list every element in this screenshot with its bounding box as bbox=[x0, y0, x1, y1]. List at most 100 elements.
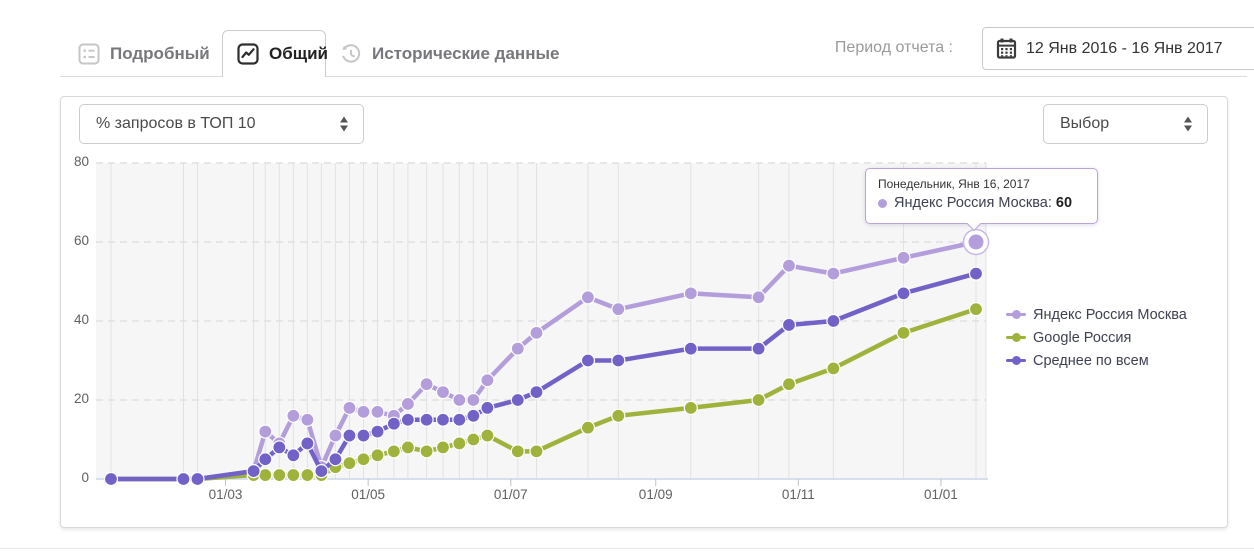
series-point-2[interactable] bbox=[314, 464, 329, 479]
series-point-2[interactable] bbox=[480, 400, 495, 415]
series-point-1[interactable] bbox=[400, 440, 416, 455]
series-point-2[interactable] bbox=[300, 436, 315, 451]
series-point-2[interactable] bbox=[370, 424, 385, 439]
series-point-0[interactable] bbox=[328, 428, 343, 443]
legend-item-google[interactable]: Google Россия bbox=[1006, 326, 1187, 349]
series-point-1[interactable] bbox=[300, 467, 315, 483]
series-point-2[interactable] bbox=[190, 471, 205, 487]
series-point-2[interactable] bbox=[611, 353, 626, 368]
series-point-0[interactable] bbox=[683, 286, 698, 301]
legend-marker-icon bbox=[1006, 356, 1026, 365]
series-point-0[interactable] bbox=[370, 404, 385, 419]
tab-istoricheskie[interactable]: Исторические данные bbox=[340, 30, 559, 77]
series-point-2[interactable] bbox=[896, 286, 911, 301]
series-point-1[interactable] bbox=[452, 436, 467, 451]
series-point-1[interactable] bbox=[529, 444, 544, 459]
highlighted-point[interactable] bbox=[968, 234, 984, 250]
series-point-0[interactable] bbox=[258, 424, 273, 439]
series-point-2[interactable] bbox=[342, 428, 357, 443]
series-point-0[interactable] bbox=[300, 412, 315, 427]
select-spinner-icon bbox=[1184, 116, 1194, 132]
series-point-0[interactable] bbox=[510, 341, 525, 356]
legend-label: Google Россия bbox=[1033, 329, 1132, 346]
series-point-0[interactable] bbox=[286, 408, 301, 423]
series-point-1[interactable] bbox=[342, 456, 357, 471]
series-point-2[interactable] bbox=[781, 317, 797, 333]
series-point-1[interactable] bbox=[386, 444, 401, 459]
series-point-2[interactable] bbox=[103, 471, 119, 487]
series-point-1[interactable] bbox=[419, 444, 434, 459]
series-point-1[interactable] bbox=[466, 432, 481, 447]
series-point-0[interactable] bbox=[452, 392, 467, 408]
tab-obshchiy[interactable]: Общий bbox=[222, 30, 328, 77]
series-point-0[interactable] bbox=[781, 258, 797, 273]
history-icon bbox=[342, 43, 361, 63]
legend-item-srednee[interactable]: Среднее по всем bbox=[1006, 349, 1187, 372]
series-point-2[interactable] bbox=[176, 471, 191, 487]
series-point-2[interactable] bbox=[419, 412, 434, 427]
series-point-2[interactable] bbox=[328, 452, 343, 467]
series-point-2[interactable] bbox=[286, 448, 301, 463]
series-point-2[interactable] bbox=[580, 353, 596, 368]
series-point-2[interactable] bbox=[683, 341, 698, 356]
series-point-0[interactable] bbox=[611, 302, 626, 317]
series-point-2[interactable] bbox=[529, 385, 544, 400]
tab-label: Общий bbox=[269, 44, 328, 63]
series-point-0[interactable] bbox=[400, 396, 416, 412]
series-point-1[interactable] bbox=[580, 420, 596, 435]
series-point-1[interactable] bbox=[611, 408, 626, 423]
report-period-input[interactable]: 12 Янв 2016 - 16 Янв 2017 bbox=[982, 27, 1254, 70]
series-point-0[interactable] bbox=[751, 290, 766, 305]
y-axis-label: 80 bbox=[73, 154, 89, 169]
series-point-2[interactable] bbox=[386, 416, 401, 431]
legend-marker-icon bbox=[1006, 333, 1026, 342]
series-point-1[interactable] bbox=[370, 448, 385, 463]
series-point-0[interactable] bbox=[419, 377, 434, 392]
series-point-1[interactable] bbox=[258, 467, 273, 483]
series-point-2[interactable] bbox=[258, 452, 273, 467]
series-point-1[interactable] bbox=[286, 467, 301, 483]
series-point-0[interactable] bbox=[435, 385, 451, 400]
series-point-1[interactable] bbox=[356, 452, 371, 467]
x-axis-label: 01/11 bbox=[781, 487, 815, 502]
series-point-1[interactable] bbox=[968, 302, 984, 317]
series-point-1[interactable] bbox=[826, 361, 841, 376]
metric-select[interactable]: % запросов в ТОП 10 bbox=[79, 104, 364, 144]
series-point-0[interactable] bbox=[466, 392, 481, 408]
tab-podrobny[interactable]: Подробный bbox=[78, 30, 210, 77]
series-point-2[interactable] bbox=[466, 408, 481, 423]
series-point-0[interactable] bbox=[896, 250, 911, 265]
series-point-2[interactable] bbox=[968, 266, 984, 281]
series-point-0[interactable] bbox=[342, 400, 357, 415]
legend-label: Среднее по всем bbox=[1033, 352, 1149, 369]
series-point-2[interactable] bbox=[452, 412, 467, 427]
series-point-2[interactable] bbox=[272, 440, 287, 455]
series-point-2[interactable] bbox=[246, 464, 261, 479]
series-point-2[interactable] bbox=[400, 412, 416, 427]
series-point-2[interactable] bbox=[356, 428, 371, 443]
series-point-2[interactable] bbox=[751, 341, 766, 356]
x-axis-label: 01/09 bbox=[638, 487, 673, 502]
series-point-2[interactable] bbox=[435, 412, 451, 427]
series-point-0[interactable] bbox=[826, 266, 841, 281]
x-axis-label: 01/05 bbox=[351, 487, 386, 502]
series-point-1[interactable] bbox=[480, 428, 495, 443]
series-point-2[interactable] bbox=[510, 392, 525, 408]
series-point-2[interactable] bbox=[826, 313, 841, 329]
series-point-0[interactable] bbox=[480, 373, 495, 388]
series-point-0[interactable] bbox=[580, 290, 596, 305]
series-point-0[interactable] bbox=[529, 325, 544, 340]
series-point-1[interactable] bbox=[781, 377, 797, 392]
tooltip-series-label: Яндекс Россия Москва: bbox=[894, 195, 1052, 211]
series-point-0[interactable] bbox=[356, 404, 371, 419]
series-point-1[interactable] bbox=[683, 400, 698, 415]
series-point-1[interactable] bbox=[435, 440, 451, 455]
series-point-1[interactable] bbox=[510, 444, 525, 459]
series-point-1[interactable] bbox=[751, 392, 766, 408]
legend-item-yandex[interactable]: Яндекс Россия Москва bbox=[1006, 303, 1187, 326]
series-point-1[interactable] bbox=[272, 467, 287, 483]
series-point-1[interactable] bbox=[896, 325, 911, 340]
vybor-select[interactable]: Выбор bbox=[1043, 104, 1208, 144]
x-axis-label: 01/07 bbox=[493, 487, 528, 502]
